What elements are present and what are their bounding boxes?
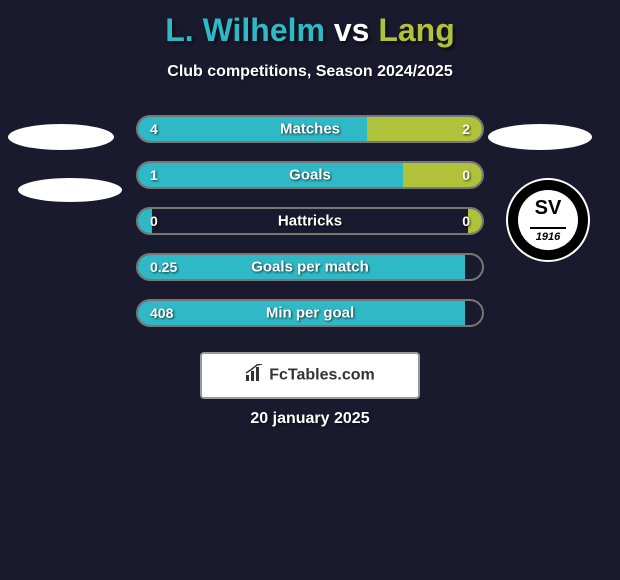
stat-row-min-per-goal: 408 Min per goal	[136, 299, 484, 327]
stat-row-hattricks: 0 0 Hattricks	[136, 207, 484, 235]
comparison-title: L. Wilhelm vs Lang	[0, 0, 620, 49]
value-left: 0	[150, 213, 158, 229]
bar-left	[138, 163, 403, 187]
player-right-name: Lang	[378, 12, 454, 48]
value-right: 2	[462, 121, 470, 137]
value-right: 0	[462, 213, 470, 229]
bar-right	[468, 209, 482, 233]
vs-text: vs	[334, 12, 370, 48]
value-left: 0.25	[150, 259, 177, 275]
stat-label: Matches	[280, 121, 340, 138]
date-text: 20 january 2025	[0, 410, 620, 428]
stat-row-goals-per-match: 0.25 Goals per match	[136, 253, 484, 281]
bar-chart-icon	[245, 364, 265, 387]
stat-label: Goals per match	[251, 259, 369, 276]
player-left-name: L. Wilhelm	[165, 12, 325, 48]
stat-row-matches: 4 2 Matches	[136, 115, 484, 143]
stat-label: Min per goal	[266, 305, 354, 322]
stat-label: Hattricks	[278, 213, 342, 230]
stat-row-goals: 1 0 Goals	[136, 161, 484, 189]
value-left: 4	[150, 121, 158, 137]
comparison-bars: 4 2 Matches 1 0 Goals 0 0 Hattricks 0.25 Goals per…	[0, 115, 620, 327]
stat-label: Goals	[289, 167, 331, 184]
subtitle: Club competitions, Season 2024/2025	[0, 63, 620, 81]
brand-badge: FcTables.com	[200, 352, 420, 399]
value-right: 0	[462, 167, 470, 183]
value-left: 1	[150, 167, 158, 183]
value-left: 408	[150, 305, 173, 321]
brand-text: FcTables.com	[269, 367, 375, 384]
